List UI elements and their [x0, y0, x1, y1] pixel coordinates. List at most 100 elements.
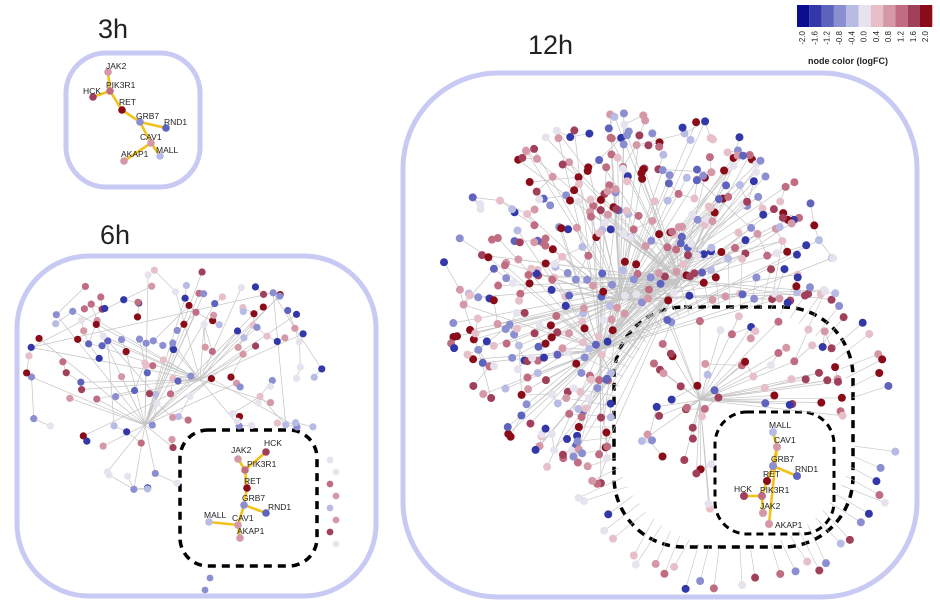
network-node — [831, 363, 840, 372]
network-node — [186, 392, 194, 400]
network-node — [489, 341, 498, 350]
network-edge — [56, 286, 86, 315]
network-node — [292, 310, 301, 318]
network-node — [494, 281, 503, 290]
network-node — [821, 287, 830, 296]
network-node — [572, 359, 581, 368]
network-node — [533, 369, 542, 377]
node-ret — [243, 484, 251, 492]
network-node — [574, 493, 583, 502]
network-node — [501, 324, 510, 333]
network-node — [563, 435, 572, 444]
network-node — [130, 485, 138, 493]
network-node — [782, 343, 791, 352]
network-node — [686, 135, 695, 144]
node-hck — [740, 492, 748, 500]
network-edge — [493, 300, 498, 325]
network-edge — [144, 353, 244, 426]
network-node — [478, 358, 487, 367]
network-node — [648, 216, 657, 225]
network-node — [805, 283, 814, 292]
network-edge — [699, 364, 772, 401]
network-node — [208, 347, 216, 356]
network-edge — [633, 518, 654, 556]
network-node — [701, 117, 710, 126]
network-node — [295, 338, 303, 346]
network-node — [663, 243, 672, 252]
network-edge — [477, 349, 492, 399]
network-node — [752, 273, 761, 282]
network-node — [496, 196, 505, 205]
network-node — [647, 236, 656, 245]
network-node — [605, 301, 614, 310]
node-cav1 — [773, 443, 781, 451]
network-node — [547, 285, 556, 294]
network-edge — [562, 279, 681, 459]
network-node — [693, 215, 702, 224]
network-edge — [603, 503, 640, 531]
network-node — [652, 402, 661, 411]
network-node — [714, 393, 723, 402]
network-node — [153, 399, 161, 407]
label-mall: MALL — [769, 420, 791, 430]
network-node — [577, 412, 586, 421]
network-edge — [619, 201, 655, 301]
network-node — [692, 118, 701, 127]
network-node — [502, 274, 511, 283]
network-edge — [637, 263, 684, 275]
network-node — [228, 409, 237, 418]
network-node — [727, 330, 736, 339]
network-node — [198, 268, 206, 276]
network-node — [543, 462, 552, 471]
network-node — [459, 300, 468, 309]
network-node — [558, 160, 567, 169]
network-node — [482, 337, 491, 346]
network-node — [664, 179, 673, 188]
network-edge — [443, 262, 461, 290]
network-node — [573, 458, 582, 467]
network-node — [173, 479, 181, 487]
node-grb7 — [136, 118, 144, 126]
network-node — [810, 221, 819, 230]
network-node — [104, 337, 112, 345]
network-node — [453, 332, 462, 341]
network-node — [527, 264, 536, 273]
network-edge — [575, 299, 621, 446]
network-edge — [535, 279, 681, 451]
network-node — [738, 290, 747, 299]
network-node — [553, 399, 562, 408]
network-node — [690, 194, 699, 203]
network-edge — [770, 543, 781, 575]
network-node — [602, 428, 611, 437]
network-node — [530, 238, 539, 247]
network-node — [484, 253, 493, 262]
network-node — [133, 313, 142, 321]
network-node — [530, 221, 539, 230]
legend-tick: 2.0 — [921, 30, 930, 42]
network-node — [724, 254, 733, 263]
network-node — [668, 227, 677, 236]
network-node — [547, 429, 556, 438]
network-edge — [526, 279, 681, 405]
network-node — [546, 201, 555, 210]
network-node — [310, 373, 318, 381]
network-node — [751, 327, 760, 336]
network-node — [192, 308, 200, 316]
network-edge — [56, 314, 146, 426]
network-node — [644, 141, 653, 150]
network-node — [209, 311, 218, 319]
node-hck — [262, 448, 270, 456]
network-node — [169, 443, 177, 452]
network-node — [818, 342, 827, 351]
network-node — [609, 534, 618, 543]
core-edge-grb7-rnd1 — [138, 120, 168, 130]
network-node — [332, 492, 340, 500]
network-edge — [31, 299, 124, 348]
network-node — [599, 287, 608, 296]
network-edge — [619, 171, 757, 301]
network-node — [440, 258, 449, 267]
network-node — [487, 394, 496, 403]
core-edge-grb7-rnd1 — [771, 464, 799, 478]
network-node — [678, 123, 687, 132]
network-node — [676, 239, 685, 248]
